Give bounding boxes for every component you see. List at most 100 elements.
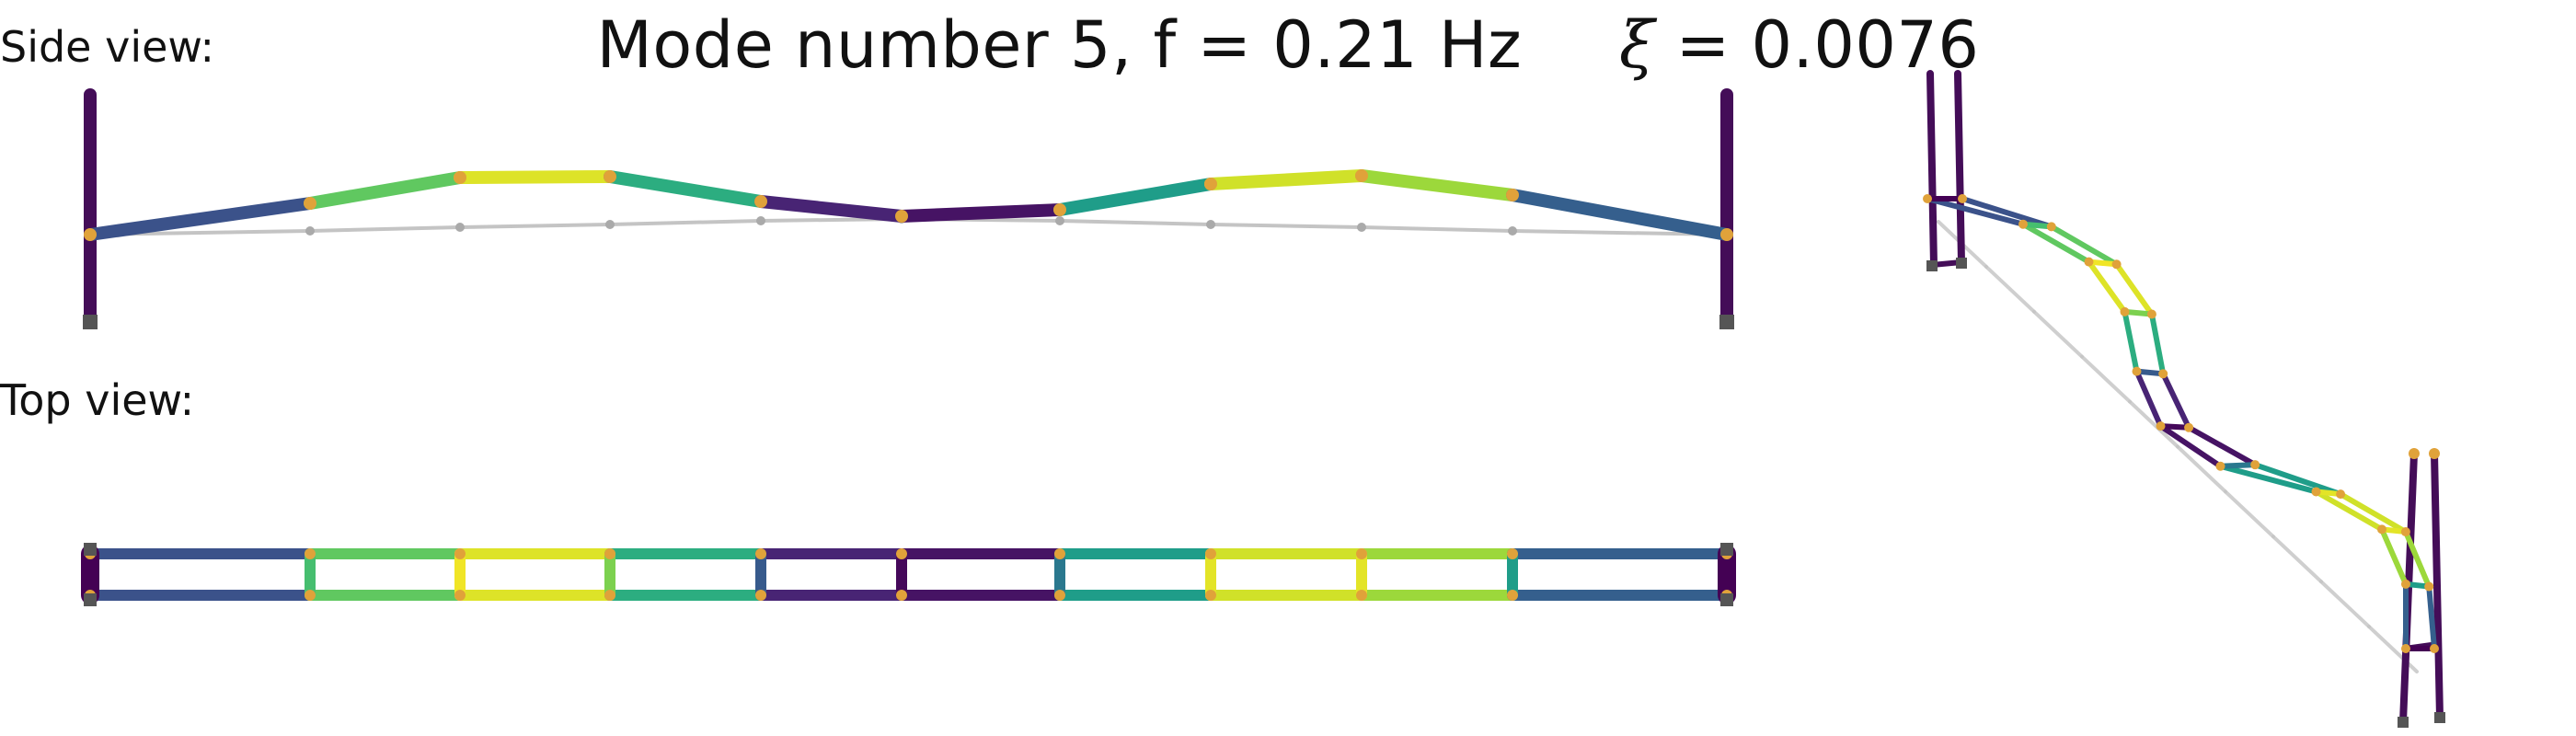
iso-deck-node	[2084, 257, 2094, 267]
side-deck-segment	[84, 197, 316, 241]
side-deck-node	[1053, 203, 1066, 216]
side-deck-segment	[1204, 169, 1368, 190]
side-undeformed-segment	[458, 223, 612, 229]
side-undeformed-segment	[1360, 225, 1514, 233]
top-deck-node	[755, 590, 766, 601]
side-undeformed-node	[756, 216, 765, 225]
iso-deck-node	[2311, 487, 2321, 497]
side-deck-node	[1506, 189, 1519, 201]
iso-deck-node	[2215, 461, 2225, 471]
side-view-label: Side view:	[0, 22, 215, 72]
iso-chord-segment	[2020, 221, 2092, 265]
top-deck-node	[1507, 548, 1518, 559]
side-deck-node	[604, 170, 616, 183]
side-support-right	[1719, 315, 1734, 329]
side-undeformed-node	[305, 226, 315, 236]
iso-chord-segment	[2133, 368, 2164, 430]
iso-chord-segment	[2252, 462, 2344, 498]
side-deck-segment	[1355, 169, 1519, 201]
iso-support	[1956, 258, 1967, 269]
iso-chord-segment	[2122, 308, 2140, 374]
side-deck-node	[454, 171, 466, 184]
iso-tower-leg	[1926, 70, 1938, 269]
side-undeformed-node	[1508, 226, 1517, 236]
iso-undeformed-segment	[2032, 309, 2084, 359]
iso-chord-segment	[2426, 583, 2437, 651]
top-deck-node	[896, 590, 907, 601]
iso-tower-node	[2429, 448, 2440, 459]
iso-deck-node	[2401, 579, 2410, 589]
side-undeformed-node	[455, 223, 465, 232]
iso-deck-node	[2156, 421, 2166, 431]
side-undeformed-segment	[608, 219, 763, 226]
side-deck-segment	[754, 195, 908, 223]
iso-cross-member	[2086, 259, 2120, 268]
side-deck-node	[304, 197, 316, 210]
side-undeformed-segment	[1209, 223, 1363, 229]
iso-deck-node	[2132, 366, 2142, 376]
top-support	[84, 593, 97, 606]
top-deck-node	[305, 590, 316, 601]
side-deck-node	[1720, 228, 1733, 241]
iso-deck-node	[2120, 306, 2130, 316]
iso-chord-segment	[2402, 529, 2432, 590]
iso-cross-member	[2020, 221, 2054, 230]
iso-deck-node	[1958, 194, 1967, 203]
top-deck-node	[454, 590, 466, 601]
iso-undeformed-segment	[2080, 354, 2132, 404]
iso-chord-segment	[2086, 259, 2128, 315]
iso-support	[1926, 260, 1938, 271]
side-deck-segment	[304, 171, 466, 210]
top-deck-node	[1507, 590, 1518, 601]
iso-chord-segment	[2048, 224, 2120, 268]
iso-chord-segment	[2113, 261, 2155, 317]
side-deck-segment	[454, 170, 616, 184]
top-support	[1720, 543, 1733, 556]
iso-deck-node	[2430, 644, 2439, 653]
top-deck-node	[1205, 590, 1216, 601]
iso-deck-node	[2250, 460, 2260, 470]
iso-undeformed-segment	[2224, 489, 2275, 539]
side-deck-segment	[1506, 189, 1733, 241]
iso-chord-segment	[1960, 196, 2054, 230]
iso-chord-segment	[2186, 424, 2259, 468]
damping-symbol: ξ	[1618, 7, 1655, 83]
iso-deck-node	[1923, 194, 1932, 203]
side-undeformed-node	[605, 220, 615, 229]
side-deck-node	[1204, 178, 1217, 190]
side-deck-node	[1355, 169, 1368, 182]
iso-deck-node	[2336, 489, 2346, 500]
top-deck-node	[896, 548, 907, 559]
iso-deck-node	[2111, 259, 2122, 270]
side-deck-segment	[604, 170, 767, 208]
iso-cross-member	[2157, 423, 2192, 431]
top-deck-node	[1356, 590, 1367, 601]
iso-deck-node	[2400, 527, 2410, 537]
iso-chord-segment	[1925, 196, 2026, 227]
iso-deck-node	[2046, 222, 2056, 232]
top-deck-node	[1054, 548, 1065, 559]
iso-tower-node	[2409, 448, 2420, 459]
iso-deck-node	[2424, 581, 2434, 592]
iso-chord-segment	[2157, 423, 2224, 469]
top-support	[1720, 593, 1733, 606]
iso-support	[2434, 712, 2445, 723]
iso-deck-node	[2018, 219, 2028, 229]
iso-deck-node	[2184, 422, 2194, 432]
side-undeformed-segment	[1058, 219, 1213, 226]
iso-tower-leg	[1954, 70, 1965, 266]
iso-support	[2398, 717, 2409, 728]
iso-chord-segment	[2338, 491, 2409, 535]
top-deck-node	[755, 548, 766, 559]
top-deck-node	[1205, 548, 1216, 559]
title-prefix: Mode number 5, f = 0.21 Hz	[596, 7, 1523, 83]
iso-tower-leg	[2431, 450, 2444, 721]
top-deck-node	[454, 548, 466, 559]
side-deck-node	[754, 195, 767, 208]
iso-chord-segment	[2160, 371, 2192, 431]
iso-chord-segment	[2379, 526, 2409, 587]
side-deck-segment	[1053, 178, 1217, 216]
iso-undeformed-segment	[2319, 580, 2371, 629]
iso-undeformed-segment	[2128, 399, 2179, 449]
